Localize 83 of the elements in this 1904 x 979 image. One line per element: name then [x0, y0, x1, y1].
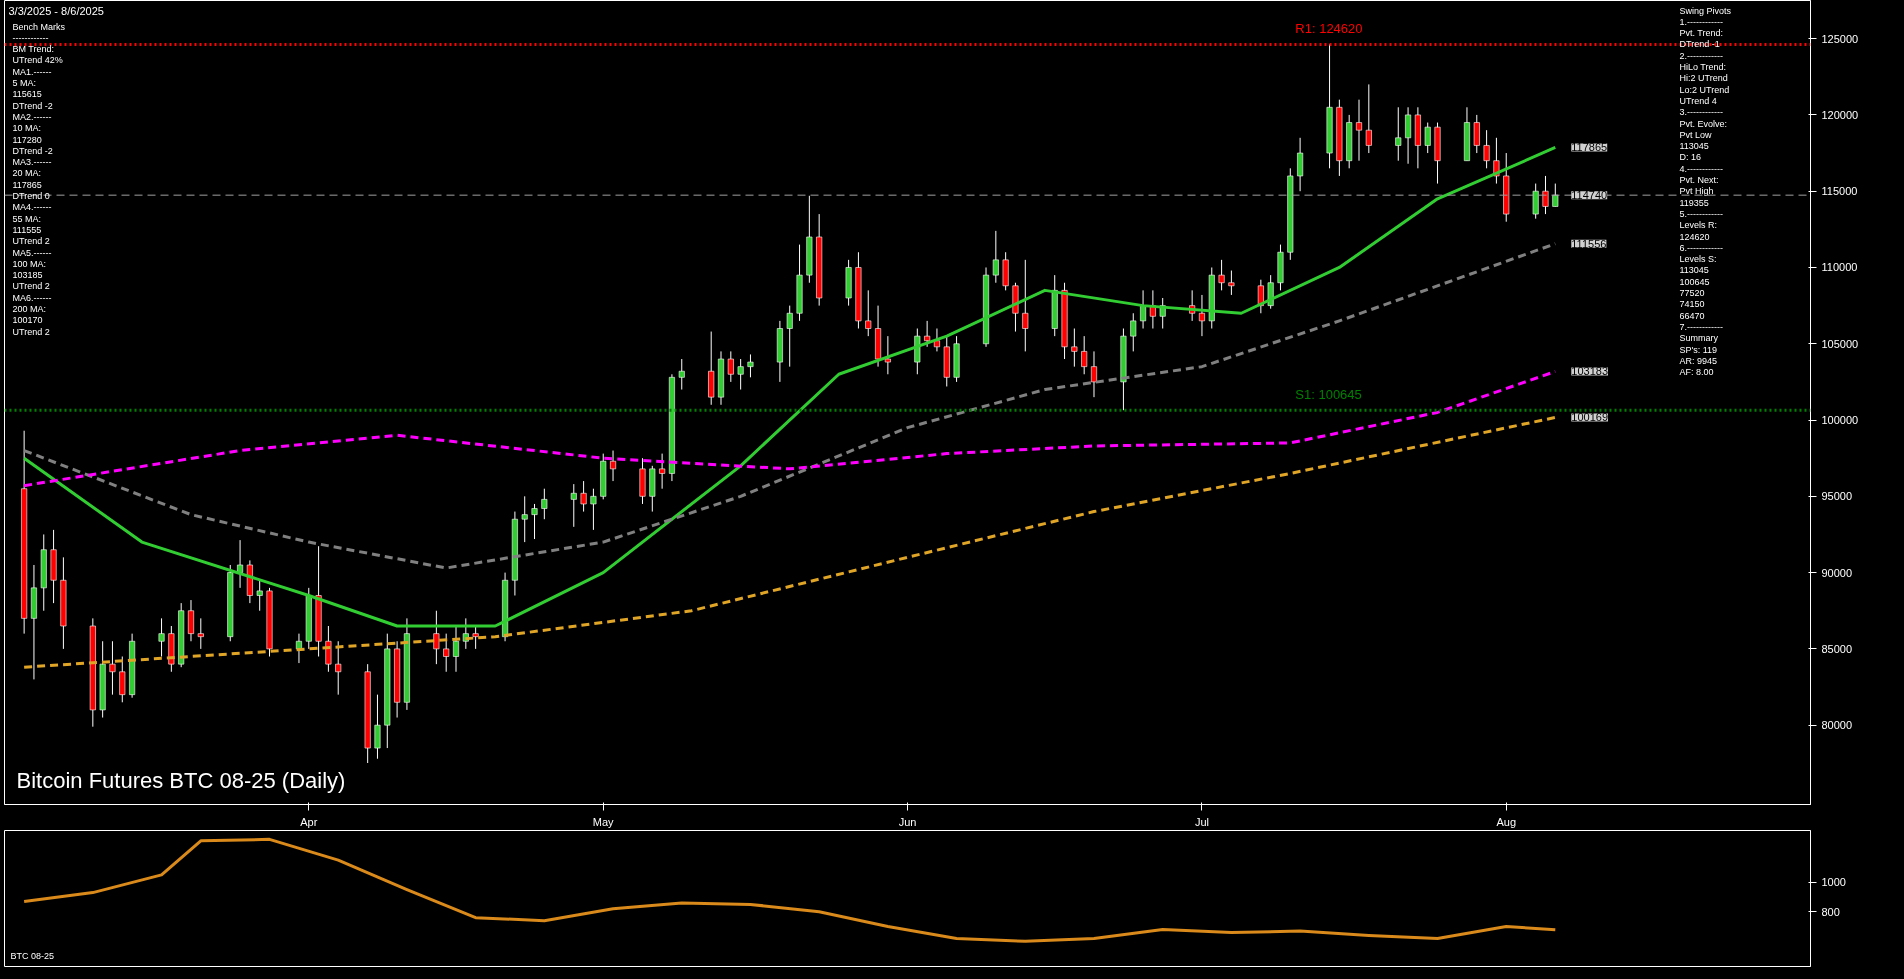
x-tick-label: Aug: [1496, 815, 1517, 828]
candlestick: [737, 358, 744, 391]
line-series: [22, 837, 1557, 943]
candlestick: [1071, 328, 1078, 368]
candlestick: [1159, 297, 1166, 330]
candlestick: [521, 495, 528, 543]
x-tick-label: Apr: [300, 815, 318, 828]
line-series: [22, 369, 1557, 488]
candlestick: [678, 358, 685, 391]
ref-line-label: S1: 100645: [1295, 387, 1362, 403]
annotation: 3/3/2025 - 8/6/2025: [8, 4, 104, 17]
x-tick-label: Jun: [898, 815, 917, 828]
y-tick-label: 90000: [1821, 566, 1853, 579]
candlestick: [1081, 335, 1088, 375]
y-tick-label: 110000: [1821, 261, 1858, 274]
candlestick: [374, 694, 381, 760]
candlestick: [531, 503, 538, 540]
candlestick: [1365, 83, 1372, 154]
candlestick: [541, 488, 548, 520]
candlestick: [1228, 270, 1235, 296]
x-tick-label: May: [592, 815, 615, 828]
candlestick: [992, 230, 999, 284]
candlestick: [1022, 259, 1029, 352]
candlestick: [109, 640, 116, 696]
candlestick: [433, 610, 440, 665]
y-tick-label: 95000: [1821, 490, 1853, 503]
x-tick-label: Jul: [1194, 815, 1209, 828]
candlestick: [924, 320, 931, 348]
candlestick: [884, 335, 891, 375]
candlestick: [119, 656, 126, 703]
candlestick: [1532, 183, 1539, 220]
candlestick: [1405, 106, 1412, 165]
candlestick: [158, 617, 165, 658]
y-tick-label: 85000: [1821, 642, 1853, 655]
y-tick-label: 80000: [1821, 719, 1853, 732]
candlestick: [1218, 259, 1225, 291]
y-tick-label: 125000: [1821, 32, 1859, 45]
y-tick-label: 105000: [1821, 337, 1859, 350]
candlestick: [865, 289, 872, 337]
line-series: [22, 415, 1557, 669]
y-tick-label: 800: [1821, 905, 1840, 918]
candlestick: [747, 353, 754, 378]
candlestick: [1424, 122, 1431, 154]
ref-line-label: R1: 124620: [1295, 21, 1363, 37]
candlestick: [1483, 129, 1490, 169]
annotation: 111556: [1571, 237, 1607, 250]
text: Bitcoin Futures BTC 08-25 (Daily): [16, 767, 346, 793]
candlestick: [1473, 114, 1480, 154]
y-tick-label: 1000: [1821, 876, 1846, 889]
candlestick: [727, 350, 734, 383]
annotation: 114740: [1571, 189, 1608, 202]
candlestick: [335, 640, 342, 696]
annotation: 100169: [1571, 411, 1609, 424]
candlestick: [256, 579, 263, 612]
candlestick: [1552, 183, 1559, 207]
candlestick: [1297, 137, 1304, 192]
y-tick-label: 100000: [1821, 414, 1859, 427]
candlestick: [472, 625, 479, 650]
candlestick: [590, 488, 597, 531]
candlestick: [1198, 294, 1205, 337]
candlestick: [1090, 350, 1097, 398]
text: Swing Pivots 1.------------ Pvt. Trend: DTrend -1 2.------------ HiLo Trend: Hi:2 UTrend Lo:2 UTrend UTrend 4 3.------------ Pvt. Evolve: Pvt Low 113045 D: 16 4.------------ Pvt. Next: Pvt High 119355 5.------------ Levels R: 124620 6.------------ Levels S: 113045 100645 77520 74150 66470 7.------------ Summary SP's: 119 AR: 9945 AF: 8.00: [1679, 5, 1732, 378]
text: Bench Marks ------------ BM Trend: UTrend 42% MA1.------ 5 MA: 115615 DTrend -2 MA2.------ 10 MA: 117280 DTrend -2 MA3.------ 20 MA: 117865 DTrend 0 MA4.------ 55 MA: 111555 UTrend 2 MA5.------ 100 MA: 103185 UTrend 2 MA6.------ 200 MA: 100170 UTrend 2: [12, 21, 66, 337]
annotation: BTC 08-25: [10, 950, 55, 961]
candlestick: [1140, 289, 1147, 330]
candlestick: [786, 305, 793, 368]
y-tick-label: 115000: [1821, 185, 1858, 198]
y-tick-label: 120000: [1821, 108, 1859, 121]
candlestick: [443, 633, 450, 673]
candlestick: [197, 617, 204, 650]
candlestick: [1130, 312, 1137, 352]
annotation: 103183: [1571, 365, 1609, 378]
candlestick: [187, 599, 194, 642]
candlestick: [1542, 175, 1549, 215]
candlestick: [1395, 106, 1402, 162]
candlestick: [659, 453, 666, 490]
candlestick: [580, 480, 587, 513]
candlestick: [1356, 99, 1362, 162]
annotation: 117865: [1571, 141, 1608, 154]
candlestick: [237, 539, 244, 589]
candlestick: [610, 450, 617, 482]
candlestick: [570, 483, 577, 528]
candlestick: [1267, 274, 1274, 310]
